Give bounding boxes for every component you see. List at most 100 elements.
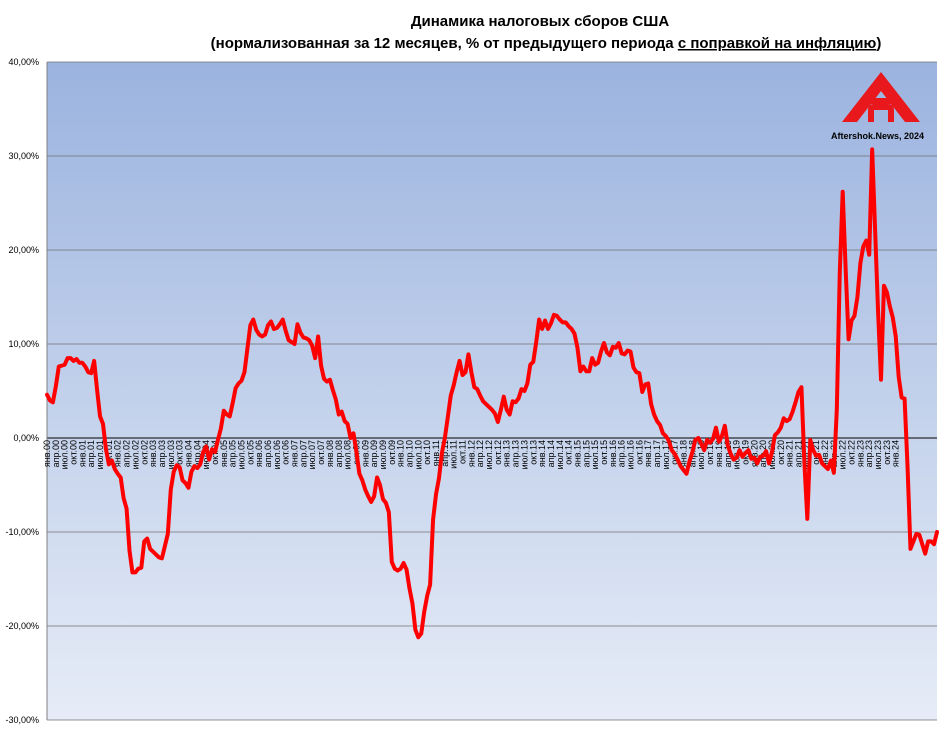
x-tick-label: окт.12 <box>493 440 503 465</box>
x-tick-label: июл.23 <box>873 440 883 469</box>
x-tick-label: янв.24 <box>891 440 901 467</box>
x-tick-label: июл.09 <box>378 440 388 469</box>
x-tick-label: апр.06 <box>263 440 273 467</box>
x-tick-label: июл.12 <box>484 440 494 469</box>
x-tick-label: апр.07 <box>298 440 308 467</box>
x-tick-label: окт.11 <box>458 440 468 464</box>
series-line <box>45 147 939 640</box>
chart-subtitle-plain: (нормализованная за 12 месяцев, % от пре… <box>211 35 678 52</box>
logo-triangle <box>842 72 920 122</box>
x-tick-label: июл.17 <box>661 440 671 469</box>
x-tick-label: апр.15 <box>581 440 591 467</box>
x-tick-label: окт.20 <box>776 440 786 465</box>
x-tick-label: окт.14 <box>564 440 574 465</box>
x-tick-label: окт.06 <box>281 440 291 465</box>
watermark-logo-icon <box>842 72 920 122</box>
x-tick-label: янв.13 <box>502 440 512 467</box>
x-tick-label: окт.05 <box>245 440 255 465</box>
x-tick-label: янв.21 <box>785 440 795 467</box>
x-tick-label: апр.10 <box>404 440 414 467</box>
x-tick-label: апр.19 <box>723 440 733 467</box>
logo-bar <box>866 98 897 104</box>
x-tick-label: янв.20 <box>749 440 759 467</box>
x-tick-label: июл.22 <box>838 440 848 469</box>
x-tick-label: янв.23 <box>855 440 865 467</box>
x-tick-label: июл.02 <box>130 440 140 469</box>
x-tick-label: июл.15 <box>590 440 600 469</box>
x-tick-label: апр.23 <box>864 440 874 467</box>
x-tick-label: июл.13 <box>519 440 529 469</box>
x-tick-label: июл.21 <box>802 440 812 469</box>
y-tick-label: 40,00% <box>8 57 39 67</box>
x-tick-label: июл.11 <box>449 440 459 469</box>
x-tick-label: июл.14 <box>555 440 565 469</box>
x-tick-label: янв.04 <box>183 440 193 467</box>
chart-title: Динамика налоговых сборов США <box>411 13 669 30</box>
y-tick-label: 10,00% <box>8 339 39 349</box>
y-tick-label: 20,00% <box>8 245 39 255</box>
x-tick-label: янв.14 <box>537 440 547 467</box>
series-layer <box>45 147 939 640</box>
x-tick-label: янв.18 <box>679 440 689 467</box>
x-tick-label: апр.04 <box>192 440 202 467</box>
x-tick-label: июл.00 <box>60 440 70 469</box>
x-tick-label: янв.10 <box>396 440 406 467</box>
x-tick-label: июл.10 <box>413 440 423 469</box>
logo-arch <box>868 104 894 122</box>
x-tick-label: янв.08 <box>325 440 335 467</box>
y-tick-label: 30,00% <box>8 151 39 161</box>
x-tick-label: апр.01 <box>86 440 96 467</box>
x-tick-label: окт.10 <box>422 440 432 465</box>
x-tick-label: июл.18 <box>696 440 706 469</box>
x-tick-label: янв.02 <box>113 440 123 467</box>
x-tick-label: янв.16 <box>608 440 618 467</box>
x-tick-label: апр.03 <box>157 440 167 467</box>
x-tick-label: окт.01 <box>104 440 114 465</box>
x-tick-label: окт.15 <box>599 440 609 465</box>
x-tick-label: янв.11 <box>431 440 441 466</box>
plot-area <box>47 62 937 720</box>
y-tick-label: -10,00% <box>5 527 39 537</box>
x-tick-label: окт.09 <box>387 440 397 465</box>
x-tick-label: апр.09 <box>369 440 379 467</box>
x-tick-label: окт.02 <box>139 440 149 465</box>
chart-subtitle-underlined: с поправкой на инфляцию <box>678 35 877 52</box>
x-tick-label: окт.07 <box>316 440 326 465</box>
x-tick-label: июл.03 <box>166 440 176 469</box>
x-tick-label: янв.03 <box>148 440 158 467</box>
x-tick-label: апр.21 <box>793 440 803 467</box>
x-tick-label: апр.02 <box>122 440 132 467</box>
x-tick-label: окт.22 <box>847 440 857 465</box>
x-tick-label: апр.08 <box>334 440 344 467</box>
chart-subtitle-close: ) <box>876 35 881 52</box>
x-tick-label: янв.15 <box>572 440 582 467</box>
y-tick-label: -30,00% <box>5 715 39 725</box>
x-tick-label: окт.23 <box>882 440 892 465</box>
y-tick-label: 0,00% <box>13 433 39 443</box>
x-tick-label: окт.16 <box>634 440 644 465</box>
x-tick-label: окт.00 <box>69 440 79 465</box>
x-tick-label: июл.08 <box>343 440 353 469</box>
x-tick-label: июл.16 <box>626 440 636 469</box>
x-tick-label: апр.05 <box>228 440 238 467</box>
y-tick-label: -20,00% <box>5 621 39 631</box>
gridlines <box>46 61 937 721</box>
x-tick-label: окт.03 <box>175 440 185 465</box>
x-tick-label: окт.18 <box>705 440 715 465</box>
x-axis-tick-labels: янв.00апр.00июл.00окт.00янв.01апр.01июл.… <box>42 440 901 469</box>
y-axis-tick-labels: 40,00% 30,00% 20,00% 10,00% 0,00% -10,00% -20,… <box>5 57 39 725</box>
x-tick-label: янв.01 <box>77 440 87 467</box>
x-tick-label: янв.09 <box>360 440 370 467</box>
x-tick-label: янв.22 <box>820 440 830 467</box>
x-tick-label: янв.05 <box>219 440 229 467</box>
x-tick-label: июл.06 <box>272 440 282 469</box>
x-tick-label: июл.05 <box>237 440 247 469</box>
x-tick-label: апр.16 <box>617 440 627 467</box>
x-tick-label: июл.01 <box>95 440 105 469</box>
x-tick-label: окт.13 <box>528 440 538 465</box>
x-tick-label: апр.17 <box>652 440 662 467</box>
x-tick-label: янв.19 <box>714 440 724 467</box>
x-tick-label: июл.07 <box>307 440 317 469</box>
x-tick-label: янв.17 <box>643 440 653 467</box>
